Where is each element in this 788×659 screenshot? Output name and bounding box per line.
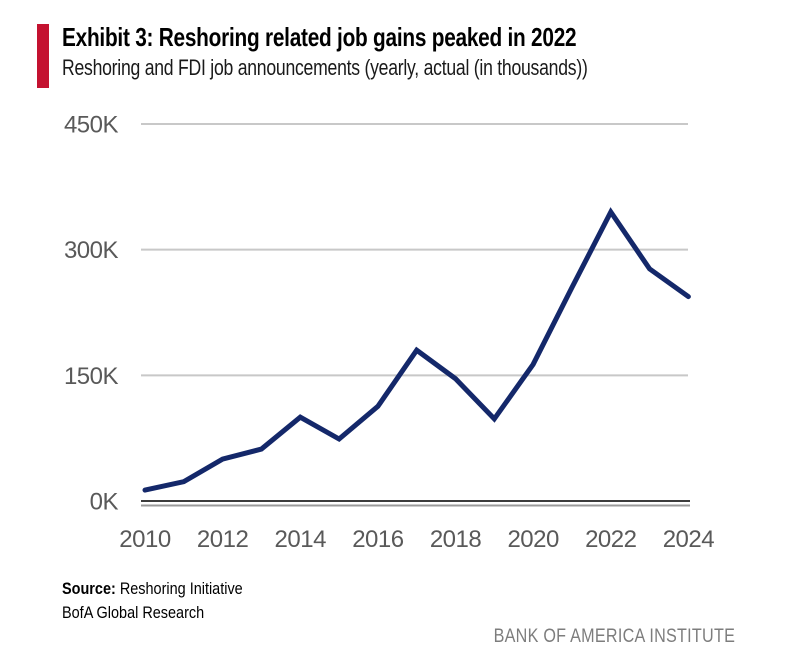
source-line-2: BofA Global Research	[62, 603, 205, 622]
y-axis-tick-label: 450K	[64, 112, 119, 139]
x-axis-tick-label: 2020	[507, 526, 559, 553]
y-axis-tick-label: 300K	[64, 237, 119, 264]
x-axis-tick-label: 2012	[197, 526, 249, 553]
y-axis-tick-label: 150K	[64, 363, 119, 390]
source-label: Source:	[62, 579, 116, 598]
x-axis-tick-label: 2010	[119, 526, 171, 553]
source-value: Reshoring Initiative	[115, 579, 243, 598]
exhibit-title: Exhibit 3: Reshoring related job gains p…	[62, 22, 577, 52]
line-chart: 0K 150K 300K 450K 2010 2012 2014 2016 2018 2020 20…	[64, 112, 715, 554]
y-axis-tick-label: 0K	[90, 489, 119, 516]
exhibit-accent-bar	[37, 24, 49, 88]
x-axis-tick-label: 2014	[275, 526, 327, 553]
x-axis-tick-label: 2018	[430, 526, 482, 553]
chart-canvas: 0K 150K 300K 450K 2010 2012 2014 2016 2018 2020 20…	[64, 112, 715, 554]
x-axis-tick-label: 2022	[585, 526, 637, 553]
x-axis-tick-label: 2024	[663, 526, 715, 553]
source-note: Source: Reshoring Initiative BofA Global…	[62, 577, 243, 625]
trend-line	[142, 207, 691, 493]
chart-subtitle: Reshoring and FDI job announcements (yea…	[62, 55, 588, 80]
brand-watermark: BANK OF AMERICA INSTITUTE	[493, 626, 735, 647]
x-axis-tick-label: 2016	[352, 526, 404, 553]
source-line-1: Source: Reshoring Initiative	[62, 577, 243, 601]
